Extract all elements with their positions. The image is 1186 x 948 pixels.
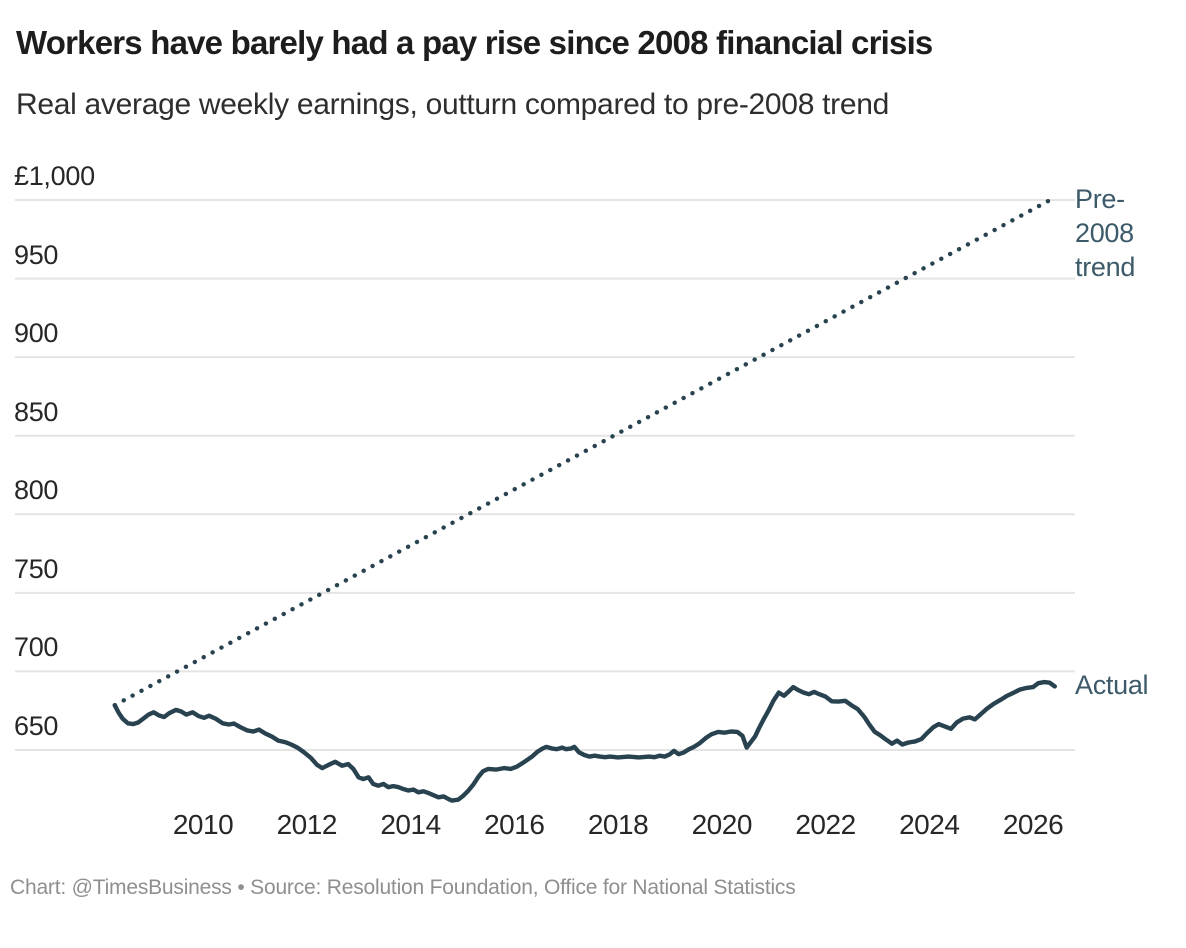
x-axis-label: 2012	[276, 809, 338, 840]
y-axis-label: 850	[14, 396, 59, 427]
actual-line	[112, 679, 1058, 803]
y-axis-label: 900	[14, 318, 59, 349]
x-axis-label: 2016	[484, 809, 545, 840]
y-axis-label: 700	[14, 632, 59, 663]
y-axis-label: 750	[14, 553, 59, 584]
y-axis-label: 650	[14, 711, 59, 741]
x-axis-label: 2014	[380, 809, 441, 840]
x-axis-label: 2010	[172, 809, 234, 840]
y-axis-label: 950	[14, 239, 59, 270]
x-axis-label: 2024	[899, 809, 960, 840]
y-axis-label: £1,000	[14, 161, 95, 191]
chart-subtitle: Real average weekly earnings, outturn co…	[16, 88, 889, 121]
chart-title: Workers have barely had a pay rise since…	[16, 24, 933, 61]
y-axis-label: 800	[14, 475, 59, 506]
x-axis-label: 2022	[795, 809, 856, 840]
x-axis-label: 2020	[691, 809, 753, 840]
x-axis-label: 2026	[1002, 809, 1064, 840]
x-axis-label: 2018	[587, 809, 649, 840]
pre-2008-trend-line	[112, 197, 1053, 708]
actual-line-label: Actual	[1075, 670, 1149, 700]
chart-source-credit: Chart: @TimesBusiness • Source: Resoluti…	[10, 876, 796, 899]
trend-line-label: Pre-2008 trend	[1075, 184, 1136, 282]
